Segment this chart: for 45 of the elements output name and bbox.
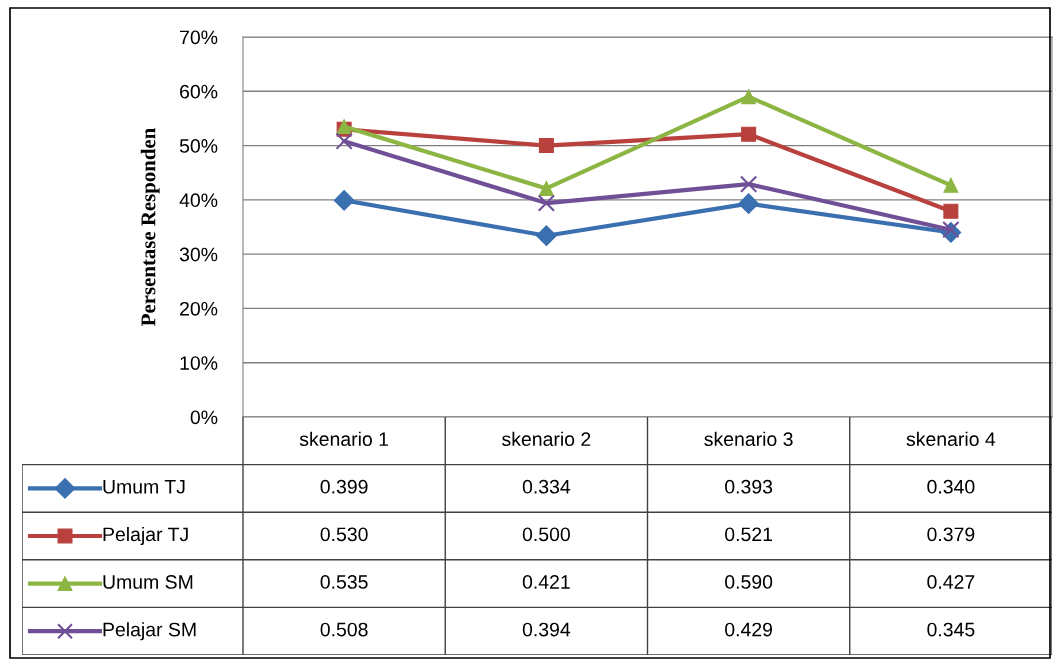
data-label: 0.535 xyxy=(320,575,368,589)
data-label: 0.394 xyxy=(522,622,571,637)
point xyxy=(741,126,757,142)
x-tick-label: skenario 3 xyxy=(704,431,793,447)
data-label: 0.429 xyxy=(725,622,773,637)
legend-label: Umum SM xyxy=(103,575,193,589)
data-label: 0.393 xyxy=(725,479,773,494)
data-label: 0.427 xyxy=(927,575,975,589)
y-tick-label: 70% xyxy=(180,30,218,45)
data-label: 0.334 xyxy=(522,479,571,494)
point xyxy=(535,225,557,247)
y-tick-label: 10% xyxy=(180,356,218,370)
x-tick-label: skenario 2 xyxy=(502,431,591,447)
point xyxy=(537,194,556,212)
y-tick-label: 40% xyxy=(179,193,218,208)
legend-label: Umum TJ xyxy=(103,480,185,494)
point xyxy=(943,177,959,193)
y-tick-label: 0% xyxy=(190,410,218,425)
legend-label: Pelajar SM xyxy=(103,622,196,641)
x-tick-label: skenario 4 xyxy=(906,431,996,447)
data-label: 0.340 xyxy=(927,479,975,494)
point xyxy=(943,203,959,219)
y-tick-label: 60% xyxy=(180,84,218,99)
point xyxy=(333,190,355,211)
data-label: 0.530 xyxy=(320,527,368,542)
data-label: 0.500 xyxy=(522,527,570,542)
data-label: 0.508 xyxy=(320,622,368,637)
data-label: 0.379 xyxy=(927,527,975,542)
data-label: 0.421 xyxy=(522,575,570,589)
data-label: 0.590 xyxy=(725,575,773,589)
point xyxy=(739,175,758,193)
x-tick-label: skenario 1 xyxy=(299,431,389,447)
y-tick-label: 20% xyxy=(180,301,218,316)
point xyxy=(538,180,554,196)
point xyxy=(741,89,757,105)
data-label: 0.399 xyxy=(320,479,368,494)
data-label: 0.521 xyxy=(725,527,773,542)
legend-label: Pelajar TJ xyxy=(103,526,188,546)
y-tick-label: 30% xyxy=(179,247,218,262)
y-tick-label: 50% xyxy=(179,139,218,153)
y-axis-title: Persentase Responden xyxy=(140,128,160,326)
point xyxy=(738,193,760,215)
point xyxy=(335,132,353,150)
point xyxy=(538,138,554,154)
data-label: 0.345 xyxy=(927,622,975,637)
